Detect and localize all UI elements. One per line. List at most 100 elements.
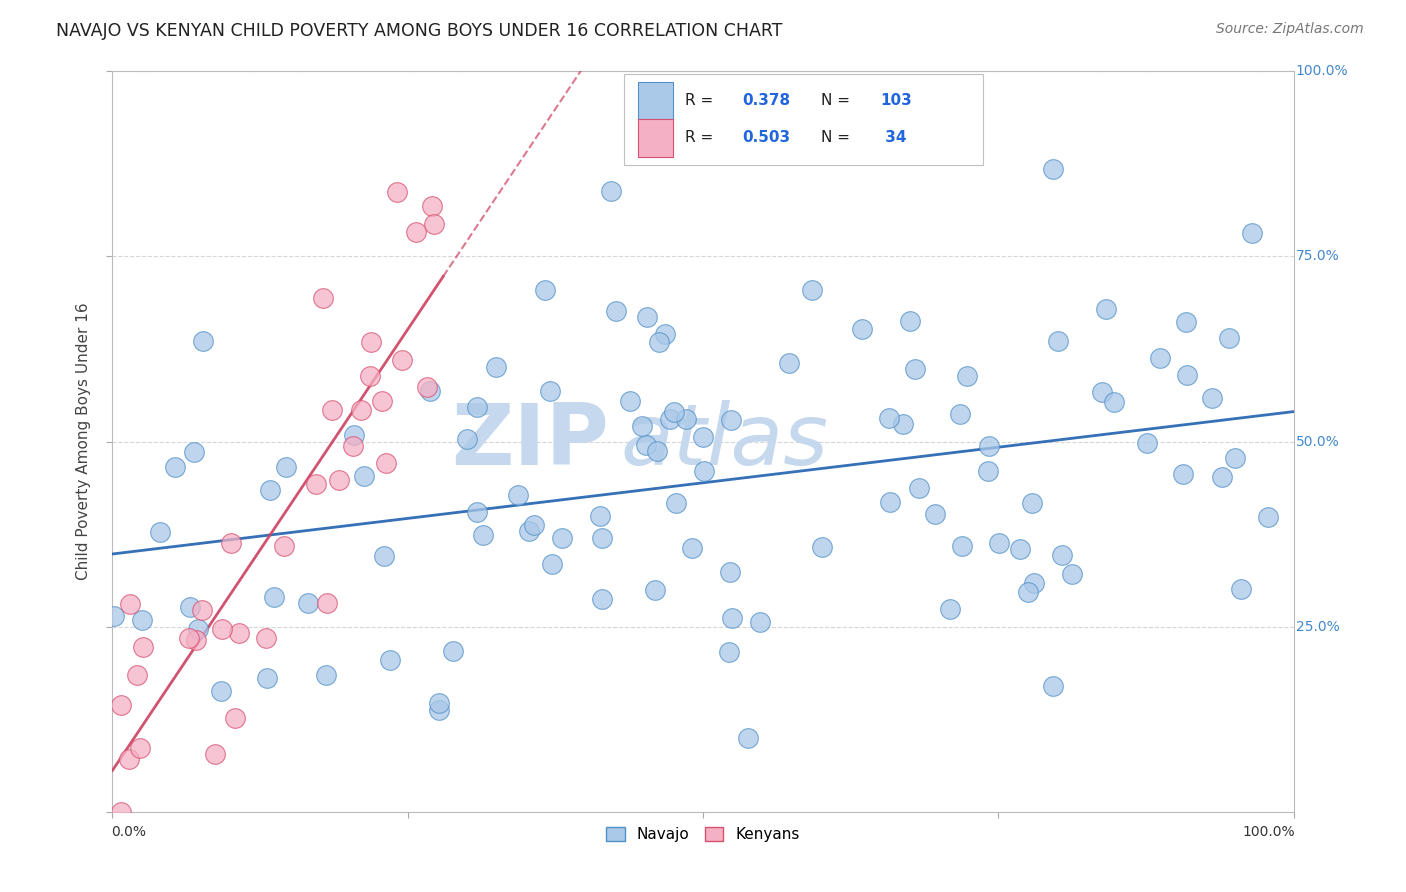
Point: [179, 600, 201, 615]
Point: [592, 592, 614, 607]
Point: [465, 400, 488, 414]
Point: [204, 747, 226, 761]
Point: [321, 403, 343, 417]
Point: [778, 356, 800, 370]
Point: [664, 405, 686, 419]
Point: [675, 412, 697, 426]
Point: [681, 541, 703, 556]
Text: 75.0%: 75.0%: [1296, 250, 1340, 263]
Point: [1241, 226, 1264, 240]
Point: [693, 464, 716, 478]
Point: [654, 326, 676, 341]
Legend: Navajo, Kenyans: Navajo, Kenyans: [600, 822, 806, 848]
Point: [977, 465, 1000, 479]
Point: [132, 640, 155, 655]
Point: [645, 443, 668, 458]
Point: [441, 644, 464, 658]
Text: 25.0%: 25.0%: [1296, 620, 1340, 633]
FancyBboxPatch shape: [638, 120, 673, 156]
Text: ZIP: ZIP: [451, 400, 609, 483]
Point: [533, 284, 555, 298]
Point: [939, 602, 962, 616]
Point: [519, 524, 541, 538]
Text: 0.378: 0.378: [742, 94, 790, 109]
Point: [1175, 368, 1198, 383]
Point: [692, 429, 714, 443]
Point: [191, 334, 214, 348]
Point: [1211, 470, 1233, 484]
Point: [128, 741, 150, 756]
Y-axis label: Child Poverty Among Boys Under 16: Child Poverty Among Boys Under 16: [76, 302, 91, 581]
Point: [1104, 394, 1126, 409]
Point: [720, 413, 742, 427]
Point: [904, 362, 927, 376]
Point: [360, 335, 382, 350]
Point: [987, 536, 1010, 550]
Point: [184, 633, 207, 648]
Text: 34: 34: [880, 130, 907, 145]
Point: [427, 703, 450, 717]
Point: [749, 615, 772, 629]
Point: [165, 459, 187, 474]
Point: [254, 631, 277, 645]
Point: [605, 303, 627, 318]
Point: [1149, 351, 1171, 365]
Point: [110, 698, 132, 712]
Point: [636, 310, 658, 324]
Point: [908, 481, 931, 495]
Point: [224, 711, 246, 725]
Point: [149, 524, 172, 539]
Text: 100.0%: 100.0%: [1296, 64, 1348, 78]
Point: [737, 731, 759, 745]
Point: [415, 380, 437, 394]
Point: [315, 667, 337, 681]
Point: [659, 412, 682, 426]
Point: [179, 631, 201, 645]
Point: [315, 596, 337, 610]
Point: [1136, 435, 1159, 450]
Point: [1091, 384, 1114, 399]
Text: R =: R =: [685, 130, 718, 145]
Point: [877, 410, 900, 425]
Point: [718, 645, 741, 659]
Point: [1050, 549, 1073, 563]
Text: Source: ZipAtlas.com: Source: ZipAtlas.com: [1216, 22, 1364, 37]
Point: [718, 565, 741, 579]
Point: [810, 540, 832, 554]
Point: [851, 322, 873, 336]
Point: [423, 217, 446, 231]
Point: [1201, 391, 1223, 405]
Point: [592, 531, 614, 545]
Point: [541, 557, 564, 571]
Point: [465, 505, 488, 519]
Text: 0.0%: 0.0%: [111, 825, 146, 839]
Point: [380, 653, 402, 667]
Text: 0.503: 0.503: [742, 130, 790, 145]
Point: [950, 539, 973, 553]
Point: [183, 445, 205, 459]
Point: [1175, 315, 1198, 329]
Point: [891, 417, 914, 432]
Text: 100.0%: 100.0%: [1241, 825, 1295, 839]
Point: [256, 671, 278, 685]
Point: [1046, 334, 1069, 348]
Point: [127, 667, 149, 681]
Point: [600, 184, 623, 198]
Point: [350, 403, 373, 417]
Point: [665, 495, 688, 509]
Point: [1021, 496, 1043, 510]
Point: [977, 439, 1000, 453]
Text: N =: N =: [821, 130, 855, 145]
Point: [1218, 330, 1240, 344]
Point: [343, 428, 366, 442]
Point: [1017, 585, 1039, 599]
Point: [1010, 541, 1032, 556]
Point: [103, 608, 125, 623]
Point: [619, 394, 641, 409]
Point: [420, 199, 443, 213]
Point: [219, 536, 242, 550]
Point: [948, 407, 970, 421]
Point: [720, 611, 742, 625]
Point: [211, 684, 233, 698]
Point: [118, 752, 141, 766]
